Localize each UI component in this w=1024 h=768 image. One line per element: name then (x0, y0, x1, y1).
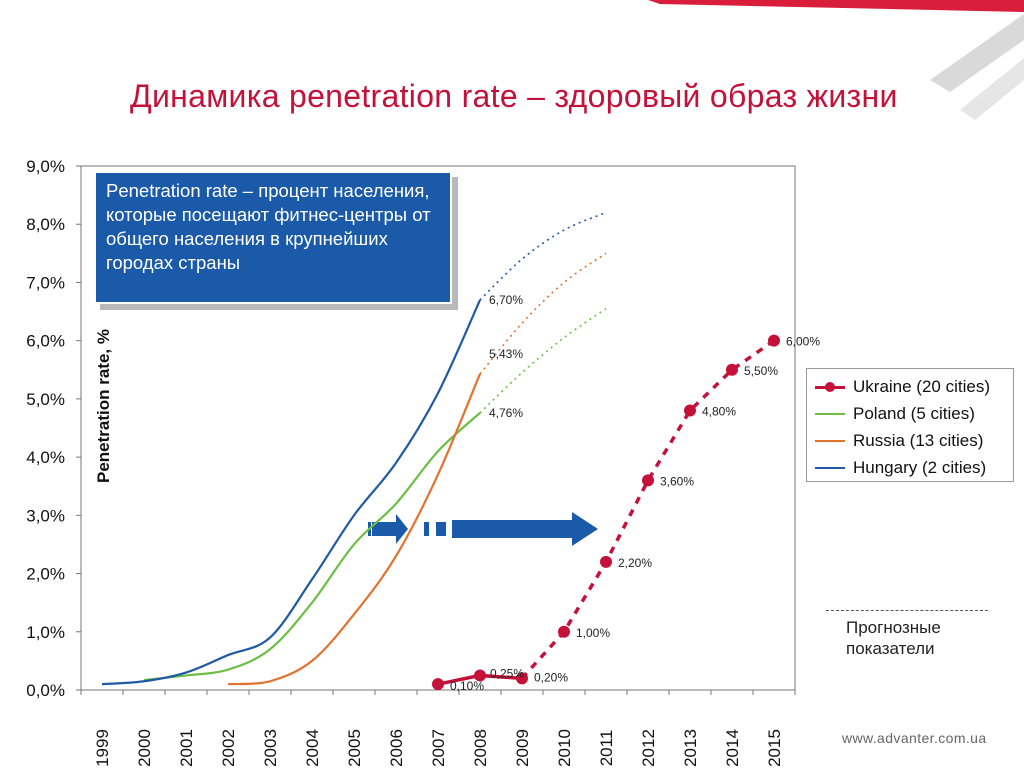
y-tick-label: 2,0% (26, 565, 65, 584)
series-layer (101, 211, 780, 691)
series-line-hungary (101, 299, 482, 686)
x-tick-label: 2009 (513, 729, 532, 767)
x-tick-label: 2005 (345, 729, 364, 767)
y-tick-label: 0,0% (26, 681, 65, 700)
x-tick-labels: 1999 2000 2001 2002 2003 2004 2005 2006 2007 2008… (93, 729, 784, 767)
forecast-dashed-sample (826, 610, 988, 611)
data-label-hungary: 6,70% (489, 293, 523, 307)
legend-item-poland[interactable]: Poland (5 cities) (815, 400, 1013, 427)
x-tick-label: 2002 (219, 729, 238, 767)
x-tick-label: 2007 (429, 729, 448, 767)
data-label-ukraine: 1,00% (576, 626, 610, 640)
legend-label-hungary: Hungary (2 cities) (853, 457, 987, 477)
legend-item-russia[interactable]: Russia (13 cities) (815, 427, 1013, 454)
corner-stripe-red (648, 0, 1024, 12)
ukraine-marker (516, 672, 528, 685)
legend-swatch-hungary (815, 462, 845, 474)
slide-title: Динамика penetration rate – здоровый обр… (130, 78, 898, 114)
series-line-russia (227, 373, 482, 686)
x-tick-label: 2010 (555, 729, 574, 767)
data-label-layer: 4,76% 5,43% 6,70% 0,10% 0,25% 0,20% 1,00% 2,20%… (450, 293, 820, 693)
legend-swatch-russia (815, 435, 845, 447)
arrow-dash-2 (436, 522, 446, 536)
y-tick-label: 5,0% (26, 390, 65, 409)
y-tick-label: 7,0% (26, 273, 65, 292)
ukraine-marker (600, 555, 612, 568)
y-tick-labels: 0,0% 1,0% 2,0% 3,0% 4,0% 5,0% 6,0% 7,0% 8,0% 9,0% (26, 157, 65, 700)
forecast-line-poland (479, 307, 607, 414)
y-tick-label: 3,0% (26, 506, 65, 525)
y-tick-label: 4,0% (26, 448, 65, 467)
x-tick-label: 2015 (765, 729, 784, 767)
data-label-ukraine: 2,20% (618, 556, 652, 570)
legend-swatch-ukraine (815, 381, 845, 393)
ukraine-marker (768, 334, 780, 347)
x-tick-label: 2012 (639, 729, 658, 767)
website-footer: www.advanter.com.ua (842, 730, 987, 746)
x-tick-label: 2004 (303, 729, 322, 767)
x-tick-label: 2001 (177, 729, 196, 767)
x-tick-label: 2003 (261, 729, 280, 767)
y-tick-label: 8,0% (26, 215, 65, 234)
x-tick-label: 2008 (471, 729, 490, 767)
x-tick-label: 2013 (681, 729, 700, 767)
data-label-ukraine: 0,20% (534, 670, 568, 684)
legend-swatch-poland (815, 408, 845, 420)
forecast-note: Прогнозные показатели (826, 610, 996, 659)
y-tick-label: 9,0% (26, 157, 65, 176)
corner-stripe-gray-1 (930, 14, 1024, 92)
data-label-ukraine: 5,50% (744, 364, 778, 378)
x-tick-label: 2011 (597, 730, 616, 767)
arrow-small (372, 514, 408, 544)
data-label-ukraine: 0,25% (490, 666, 524, 680)
data-label-ukraine: 0,10% (450, 679, 484, 693)
ukraine-marker (642, 474, 654, 487)
data-label-russia: 5,43% (489, 347, 523, 361)
chart-legend: Ukraine (20 cities) Poland (5 cities) Ru… (806, 368, 1014, 482)
data-label-poland: 4,76% (489, 406, 523, 420)
data-label-ukraine: 6,00% (786, 335, 820, 349)
x-tick-label: 1999 (93, 729, 112, 767)
arrow-dash-1 (424, 522, 429, 536)
ukraine-marker (558, 625, 570, 638)
arrow-large (452, 512, 598, 546)
forecast-line-hungary (479, 211, 607, 301)
x-tick-label: 2000 (135, 729, 154, 767)
ukraine-marker (726, 363, 738, 376)
forecast-note-text: Прогнозные показатели (846, 618, 941, 658)
legend-item-ukraine[interactable]: Ukraine (20 cities) (815, 373, 1013, 400)
y-tick-label: 1,0% (26, 623, 65, 642)
corner-stripe-gray-2 (960, 58, 1024, 120)
ukraine-marker (474, 669, 486, 682)
definition-callout: Penetration rate – процент населения, ко… (94, 171, 452, 304)
timeline-arrows (368, 512, 598, 546)
x-tick-label: 2006 (387, 729, 406, 767)
legend-label-ukraine: Ukraine (20 cities) (853, 376, 990, 396)
data-label-ukraine: 3,60% (660, 474, 694, 488)
series-line-poland (143, 412, 481, 682)
ukraine-marker (684, 404, 696, 417)
y-axis-label: Penetration rate, % (94, 329, 113, 483)
x-tick-label: 2014 (723, 729, 742, 767)
y-tick-label: 6,0% (26, 332, 65, 351)
ukraine-marker (432, 678, 444, 691)
data-label-ukraine: 4,80% (702, 405, 736, 419)
legend-label-russia: Russia (13 cities) (853, 430, 984, 450)
legend-item-hungary[interactable]: Hungary (2 cities) (815, 454, 1013, 481)
legend-label-poland: Poland (5 cities) (853, 403, 975, 423)
